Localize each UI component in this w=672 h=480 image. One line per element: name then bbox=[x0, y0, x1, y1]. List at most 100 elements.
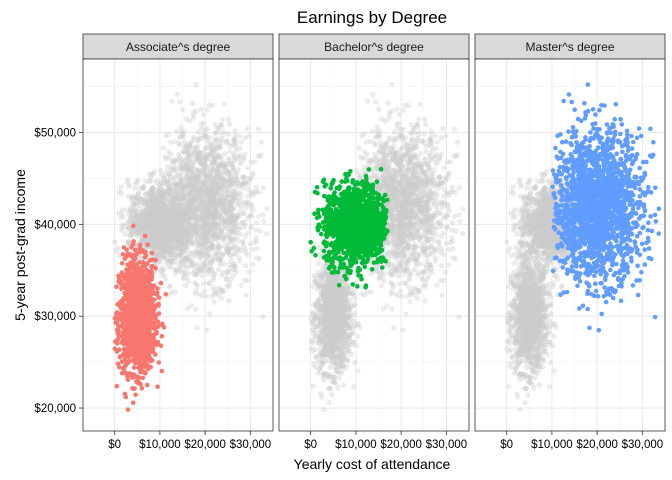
background-point bbox=[113, 248, 119, 254]
data-point bbox=[133, 284, 139, 290]
chart-title: Earnings by Degree bbox=[297, 8, 447, 27]
data-point bbox=[127, 282, 133, 288]
background-point bbox=[204, 163, 210, 169]
background-point bbox=[160, 195, 166, 201]
background-point bbox=[178, 244, 184, 250]
background-point bbox=[248, 213, 254, 219]
background-point bbox=[177, 268, 183, 274]
background-point bbox=[158, 268, 164, 274]
background-point bbox=[163, 133, 169, 139]
background-point bbox=[147, 196, 153, 202]
background-point bbox=[237, 161, 243, 167]
background-point bbox=[220, 193, 226, 199]
background-point bbox=[220, 289, 226, 295]
background-point bbox=[215, 220, 221, 226]
background-point bbox=[234, 171, 240, 177]
background-point bbox=[185, 250, 191, 256]
background-point bbox=[260, 212, 266, 218]
background-point bbox=[224, 171, 230, 177]
background-point bbox=[220, 180, 226, 186]
background-point bbox=[200, 112, 206, 118]
background-point bbox=[230, 166, 236, 172]
background-point bbox=[172, 192, 178, 198]
background-point bbox=[180, 107, 186, 113]
data-point bbox=[121, 245, 127, 250]
background-point bbox=[193, 288, 199, 294]
background-point bbox=[260, 185, 266, 191]
background-point bbox=[183, 116, 189, 122]
data-point bbox=[155, 286, 160, 291]
background-point bbox=[185, 278, 191, 284]
background-point bbox=[355, 368, 361, 374]
data-point bbox=[122, 309, 127, 315]
background-point bbox=[177, 99, 183, 105]
background-point bbox=[199, 273, 205, 279]
data-point bbox=[114, 327, 120, 333]
background-point bbox=[245, 165, 251, 171]
background-point bbox=[160, 255, 166, 261]
background-point bbox=[243, 263, 249, 269]
data-point bbox=[142, 263, 148, 269]
data-point bbox=[138, 276, 143, 281]
background-point bbox=[170, 224, 176, 230]
data-point bbox=[114, 310, 120, 315]
background-point bbox=[165, 258, 171, 264]
background-point bbox=[132, 185, 138, 191]
background-point bbox=[156, 201, 162, 207]
background-point bbox=[187, 146, 193, 152]
data-point bbox=[147, 347, 152, 352]
background-point bbox=[195, 186, 201, 192]
data-point bbox=[123, 331, 128, 337]
background-point bbox=[213, 256, 219, 262]
background-point bbox=[195, 263, 201, 269]
background-point bbox=[211, 201, 217, 207]
background-point bbox=[161, 175, 167, 181]
background-point bbox=[180, 149, 186, 155]
background-point bbox=[208, 232, 214, 238]
data-point bbox=[148, 364, 153, 370]
background-point bbox=[125, 177, 131, 183]
background-point bbox=[149, 187, 155, 193]
background-point bbox=[250, 170, 256, 176]
data-point bbox=[119, 286, 124, 292]
background-point bbox=[210, 221, 216, 227]
background-point bbox=[195, 235, 201, 241]
background-point bbox=[185, 244, 191, 250]
background-point bbox=[188, 187, 194, 193]
background-point bbox=[125, 226, 131, 232]
background-point bbox=[199, 200, 205, 206]
background-point bbox=[190, 115, 196, 121]
background-point bbox=[198, 254, 204, 260]
background-point bbox=[206, 280, 212, 286]
data-point bbox=[135, 375, 141, 381]
background-point bbox=[143, 179, 149, 185]
data-point bbox=[145, 242, 150, 247]
background-point bbox=[200, 173, 206, 179]
background-point bbox=[201, 235, 207, 241]
background-point bbox=[159, 190, 165, 196]
background-point bbox=[240, 239, 246, 245]
background-point bbox=[257, 228, 263, 234]
data-point bbox=[133, 353, 138, 359]
background-point bbox=[131, 201, 137, 207]
background-point bbox=[231, 158, 237, 164]
data-point bbox=[127, 271, 133, 277]
background-point bbox=[245, 252, 251, 258]
data-point bbox=[136, 288, 142, 293]
background-point bbox=[151, 229, 157, 235]
background-point bbox=[136, 190, 142, 196]
background-point bbox=[135, 221, 141, 227]
background-point bbox=[183, 143, 189, 149]
background-point bbox=[228, 204, 234, 210]
background-point bbox=[233, 247, 239, 253]
background-point bbox=[178, 124, 184, 130]
background-point bbox=[177, 207, 183, 213]
background-point bbox=[186, 263, 192, 269]
background-point bbox=[203, 231, 209, 237]
background-point bbox=[199, 250, 205, 256]
background-point bbox=[196, 157, 202, 163]
data-point bbox=[159, 368, 165, 374]
data-point bbox=[120, 252, 126, 257]
background-point bbox=[185, 230, 191, 236]
background-point bbox=[188, 139, 194, 145]
